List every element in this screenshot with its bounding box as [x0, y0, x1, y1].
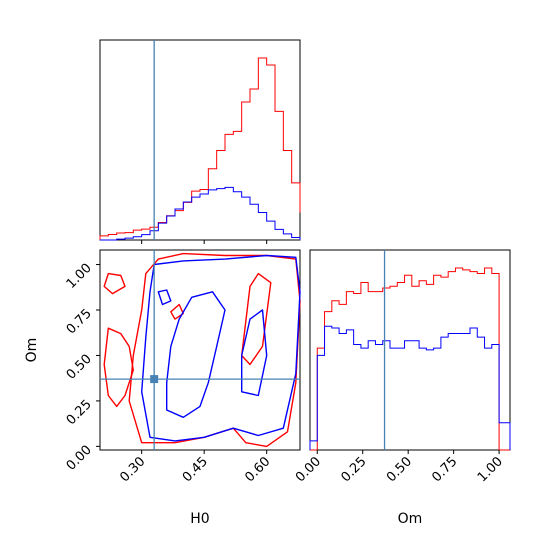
contour-blue — [141, 254, 301, 442]
om-x-tick-label: 0.25 — [338, 454, 369, 485]
x-axis-label-om: Om — [398, 511, 423, 527]
contour-red — [103, 272, 126, 295]
om-y-tick-label: 0.25 — [64, 397, 95, 428]
om-x-tick-label: 0.50 — [384, 454, 415, 485]
histogram-series-blue — [100, 186, 301, 241]
panel-h0-om-contour: 0.30 0.45 0.60 0.00 0.25 0.50 0.75 1.00 H0 Om — [24, 249, 301, 527]
om-y-tick-label: 0.00 — [64, 443, 95, 474]
contour-frame — [99, 249, 301, 451]
truth-marker — [150, 375, 159, 384]
om-x-tick-label: 0.00 — [293, 454, 324, 485]
h0-x-tick-label: 0.30 — [117, 454, 148, 485]
om-hist-frame — [309, 249, 511, 451]
om-y-tick-label: 1.00 — [64, 261, 95, 292]
contour-red — [241, 272, 272, 366]
histogram-series-red — [99, 57, 301, 240]
contour-blue — [241, 309, 268, 397]
h0-hist-plot-area — [99, 40, 301, 244]
x-axis-label-h0: H0 — [190, 511, 209, 527]
contour-blue — [166, 291, 226, 418]
y-axis-label-om: Om — [24, 338, 40, 363]
h0-x-tick-label: 0.60 — [242, 454, 273, 485]
panel-h0-histogram — [99, 39, 301, 244]
panel-om-histogram: 0.00 0.25 0.50 0.75 1.00 Om — [293, 249, 511, 527]
h0-x-tick-label: 0.45 — [180, 454, 211, 485]
om-y-tick-label: 0.75 — [64, 306, 95, 337]
histogram-series-blue — [309, 325, 511, 450]
histogram-series-red — [310, 267, 510, 451]
contour-red — [170, 303, 184, 320]
om-x-tick-label: 1.00 — [475, 454, 506, 485]
contour-red — [128, 252, 301, 448]
h0-hist-frame — [99, 39, 301, 241]
contour-blue — [157, 289, 172, 306]
om-x-tick-label: 0.75 — [429, 454, 460, 485]
contour-red — [103, 327, 134, 408]
om-y-tick-label: 0.50 — [64, 352, 95, 383]
